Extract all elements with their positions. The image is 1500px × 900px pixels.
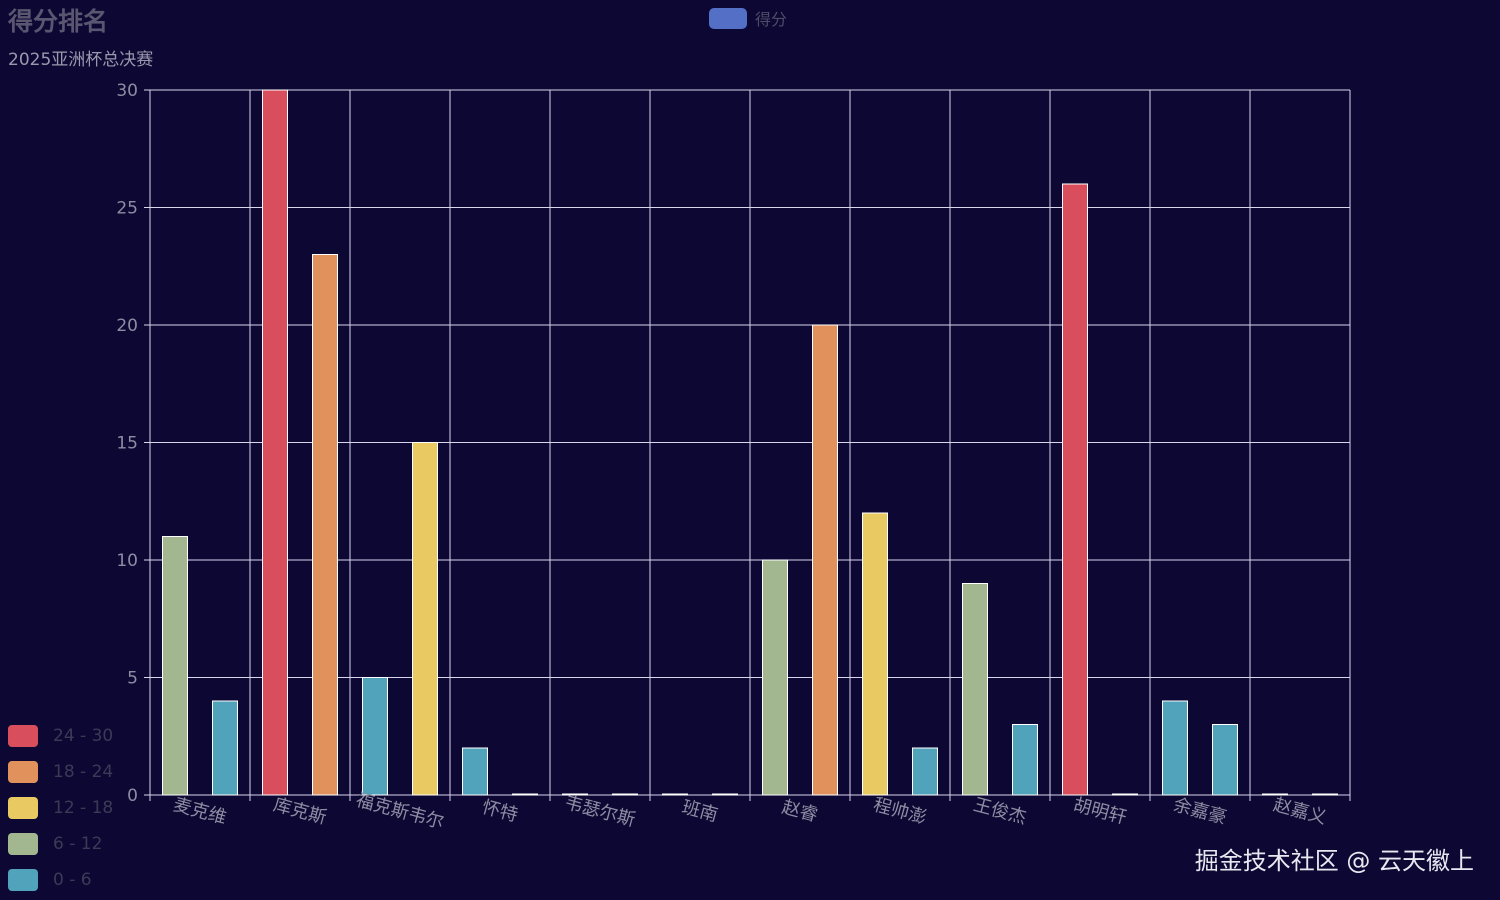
bar [212,700,238,796]
bar [912,747,938,796]
y-tick-label: 10 [116,551,138,571]
legend-label: 得分 [755,10,788,29]
visual-map-label: 24 - 30 [53,726,114,746]
legend-item-score[interactable]: 得分 [709,6,787,30]
x-tick-label: 韦瑟尔斯 [562,792,637,831]
visual-map-swatch [8,833,38,855]
bar [862,512,888,796]
bar [262,89,288,796]
visual-map-legend: 24 - 30 18 - 24 12 - 18 6 - 12 0 - 6 [8,725,113,891]
bar [962,583,988,796]
visual-map-label: 12 - 18 [53,798,114,818]
bar [312,254,338,796]
bar [362,677,388,796]
bar [812,324,838,796]
bar [1162,700,1188,796]
visual-map-swatch [8,761,38,783]
x-tick-label: 赵嘉义 [1271,794,1329,828]
bar [1312,793,1338,796]
visual-map-swatch [8,797,38,819]
chart-subtitle: 2025亚洲杯总决赛 [8,50,154,70]
bar [1062,183,1088,796]
bar [512,793,538,796]
visual-map-label: 6 - 12 [53,834,103,854]
y-tick-label: 25 [116,199,138,219]
bar [1012,724,1038,796]
y-tick-label: 5 [127,669,138,689]
bar [1112,793,1138,796]
y-tick-label: 20 [116,316,138,336]
bar [712,793,738,796]
x-tick-label: 余嘉豪 [1171,794,1229,828]
chart-title: 得分排名 [8,7,109,36]
bar [662,793,688,796]
y-tick-label: 15 [116,434,138,454]
x-tick-label: 麦克维 [171,794,229,828]
visual-map-label: 0 - 6 [53,870,92,890]
visual-map-swatch [8,725,38,747]
y-tick-label: 0 [127,786,138,806]
visual-map-item[interactable]: 12 - 18 [8,797,113,819]
bar [162,536,188,796]
bar [412,442,438,796]
bar [612,793,638,796]
x-tick-label: 怀特 [480,797,520,827]
x-tick-label: 班南 [680,797,720,827]
visual-map-item[interactable]: 18 - 24 [8,761,113,783]
bar [1212,724,1238,796]
visual-map-item[interactable]: 24 - 30 [8,725,113,747]
visual-map-item[interactable]: 6 - 12 [8,833,113,855]
x-tick-label: 胡明轩 [1071,794,1129,828]
x-tick-label: 王俊杰 [971,794,1029,828]
x-tick-label: 库克斯 [271,794,329,828]
bar [762,559,788,796]
bar [562,793,588,796]
y-tick-label: 30 [116,81,138,101]
x-tick-label: 程帅澎 [871,794,929,828]
visual-map-item[interactable]: 0 - 6 [8,869,113,891]
visual-map-swatch [8,869,38,891]
watermark: 掘金技术社区 @ 云天徽上 [1194,847,1474,875]
bar [1262,793,1288,796]
legend-swatch [709,7,747,29]
x-tick-label: 赵睿 [780,797,820,827]
bar [462,747,488,796]
visual-map-label: 18 - 24 [53,762,114,782]
x-tick-label: 福克斯韦尔 [354,790,446,834]
